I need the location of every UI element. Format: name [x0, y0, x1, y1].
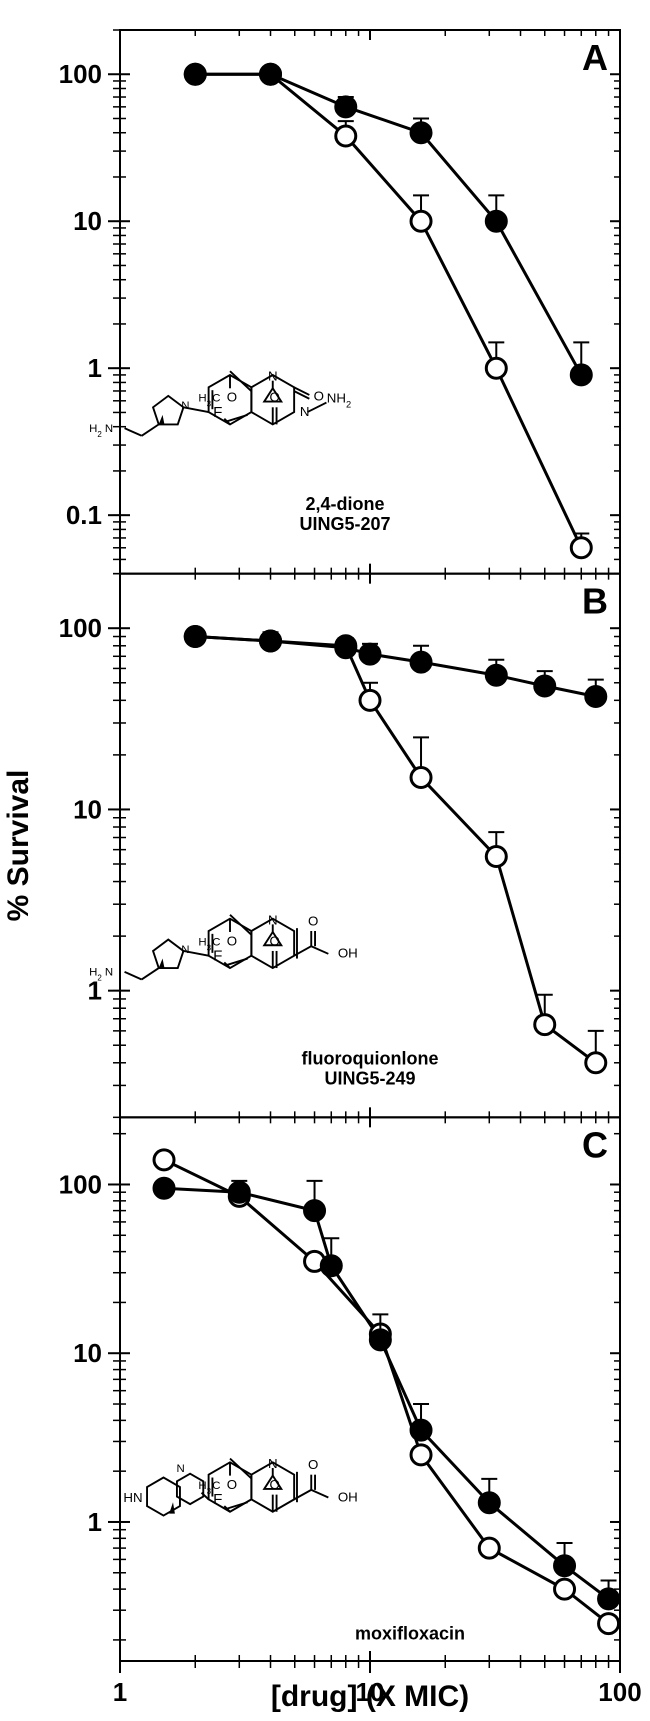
svg-text:10: 10 [356, 1677, 385, 1707]
svg-text:N: N [181, 400, 189, 412]
svg-text:OH: OH [338, 946, 358, 961]
svg-text:N: N [105, 967, 113, 979]
svg-text:1: 1 [88, 353, 102, 383]
compound-label-1-0: fluoroquionlone [302, 1049, 439, 1069]
svg-text:N: N [176, 1463, 184, 1475]
svg-text:O: O [227, 933, 237, 948]
compound-label-1-1: UING5-249 [324, 1069, 415, 1089]
compound-label-2-0: moxifloxacin [355, 1623, 465, 1643]
panel-label-C: C [582, 1124, 608, 1165]
svg-text:O: O [308, 1457, 318, 1472]
svg-text:C: C [212, 936, 220, 948]
svg-text:1: 1 [113, 1677, 127, 1707]
svg-text:N: N [181, 944, 189, 956]
svg-text:1: 1 [88, 1507, 102, 1537]
compound-label-0-1: UING5-207 [299, 514, 390, 534]
compound-label-0-0: 2,4-dione [305, 494, 384, 514]
svg-text:O: O [308, 913, 318, 928]
svg-text:F: F [213, 1491, 222, 1508]
ylabel: % Survival [2, 770, 35, 922]
svg-text:N: N [105, 423, 113, 435]
svg-text:10: 10 [73, 1338, 102, 1368]
svg-text:100: 100 [59, 59, 102, 89]
panel-label-B: B [582, 581, 608, 622]
svg-text:OH: OH [338, 1489, 358, 1504]
svg-text:10: 10 [73, 794, 102, 824]
svg-text:100: 100 [598, 1677, 641, 1707]
svg-text:O: O [227, 1477, 237, 1492]
svg-text:100: 100 [59, 1169, 102, 1199]
svg-text:F: F [213, 404, 222, 421]
svg-text:10: 10 [73, 206, 102, 236]
survival-figure: % Survival[drug] (X MIC)0.1110100AONFOH3… [0, 0, 650, 1721]
svg-text:O: O [314, 389, 324, 404]
svg-text:HN: HN [123, 1490, 142, 1505]
svg-text:C: C [212, 1480, 220, 1492]
svg-text:0.1: 0.1 [66, 500, 102, 530]
svg-text:O: O [227, 390, 237, 405]
svg-text:F: F [213, 947, 222, 964]
svg-text:C: C [212, 393, 220, 405]
panel-label-A: A [582, 37, 608, 78]
svg-text:100: 100 [59, 613, 102, 643]
